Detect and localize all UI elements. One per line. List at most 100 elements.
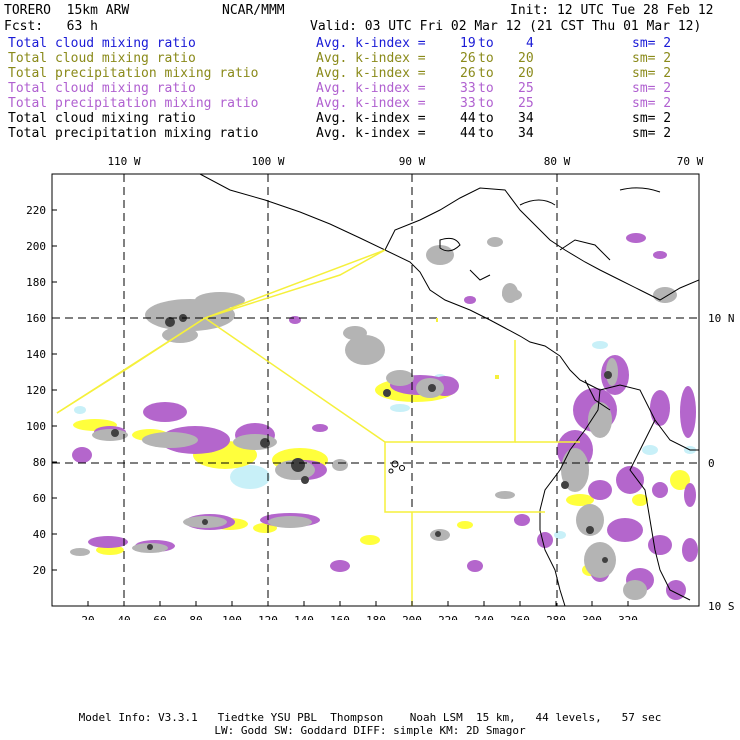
- y-tick-label: 140: [26, 348, 46, 361]
- y-tick-label: 120: [26, 384, 46, 397]
- legend-k2: 25: [518, 81, 534, 96]
- legend-field: Total cloud mixing ratio: [8, 51, 196, 66]
- y-tick-label: 180: [26, 276, 46, 289]
- lat-label: 10 S: [708, 600, 735, 613]
- legend-k1: 44: [460, 126, 476, 141]
- forecast-hour: Fcst: 63 h: [4, 19, 98, 34]
- x-tick-label: 140: [294, 614, 314, 620]
- x-tick-label: 180: [366, 614, 386, 620]
- y-tick-label: 80: [33, 456, 46, 469]
- legend-field: Total precipitation mixing ratio: [8, 96, 259, 111]
- x-tick-label: 40: [117, 614, 130, 620]
- x-tick-label: 240: [474, 614, 494, 620]
- x-tick-label: 300: [582, 614, 602, 620]
- legend-avg: Avg. k-index =: [316, 51, 426, 66]
- footer-physics-info: LW: Godd SW: Goddard DIFF: simple KM: 2D…: [214, 724, 526, 737]
- longitude-labels: 110 W 100 W 90 W 80 W 70 W: [107, 155, 703, 168]
- field-layers: [70, 233, 698, 600]
- legend-row: Total precipitation mixing ratio Avg. k-i…: [8, 66, 733, 81]
- domain-boxes: [56, 249, 580, 606]
- legend-sm: sm= 2: [632, 66, 672, 81]
- y-tick-label: 220: [26, 204, 46, 217]
- legend-k2: 20: [518, 66, 534, 81]
- legend-k2: 34: [518, 111, 534, 126]
- legend-row: Total cloud mixing ratio Avg. k-index = 19…: [8, 36, 733, 51]
- legend-avg: Avg. k-index =: [316, 66, 426, 81]
- x-tick-label: 220: [438, 614, 458, 620]
- lon-label: 100 W: [251, 155, 284, 168]
- yellow-marks: [436, 318, 499, 379]
- x-tick-label: 280: [546, 614, 566, 620]
- legend-avg: Avg. k-index =: [316, 126, 426, 141]
- legend-k1: 33: [460, 96, 476, 111]
- legend-to: to: [478, 51, 494, 66]
- legend-row: Total cloud mixing ratio Avg. k-index = 44…: [8, 111, 733, 126]
- lon-label: 90 W: [399, 155, 426, 168]
- legend-field: Total cloud mixing ratio: [8, 36, 196, 51]
- legend-row: Total cloud mixing ratio Avg. k-index = 26…: [8, 51, 733, 66]
- legend-row: Total precipitation mixing ratio Avg. k-i…: [8, 126, 733, 141]
- legend-to: to: [478, 126, 494, 141]
- legend-sm: sm= 2: [632, 111, 672, 126]
- legend-k1: 33: [460, 81, 476, 96]
- legend-k2: 4: [526, 36, 534, 51]
- lon-label: 110 W: [107, 155, 140, 168]
- y-tick-label: 20: [33, 564, 46, 577]
- x-tick-label: 20: [81, 614, 94, 620]
- coastlines: [199, 174, 699, 606]
- legend-to: to: [478, 96, 494, 111]
- legend-to: to: [478, 81, 494, 96]
- legend-k1: 26: [460, 51, 476, 66]
- y-tick-label: 100: [26, 420, 46, 433]
- legend-row: Total cloud mixing ratio Avg. k-index = 33…: [8, 81, 733, 96]
- x-tick-label: 320: [618, 614, 638, 620]
- legend-avg: Avg. k-index =: [316, 96, 426, 111]
- init-time: Init: 12 UTC Tue 28 Feb 12: [510, 3, 714, 18]
- y-axis-ticks: 220 200 180 160 140 120 100 80 60 40 20: [26, 204, 57, 577]
- legend-field: Total cloud mixing ratio: [8, 81, 196, 96]
- model-name: TORERO 15km ARW: [4, 3, 130, 18]
- lon-label: 70 W: [677, 155, 704, 168]
- legend-sm: sm= 2: [632, 81, 672, 96]
- legend-k1: 26: [460, 66, 476, 81]
- org-name: NCAR/MMM: [222, 3, 285, 18]
- legend-k2: 34: [518, 126, 534, 141]
- lat-label: 0: [708, 457, 715, 470]
- legend-field: Total precipitation mixing ratio: [8, 66, 259, 81]
- legend-k1: 44: [460, 111, 476, 126]
- x-axis-ticks: 20 40 60 80 100 120 140 160 180 200 220 240 260 280 30…: [81, 601, 638, 620]
- footer-model-info: Model Info: V3.3.1 Tiedtke YSU PBL Thomp…: [78, 711, 662, 724]
- y-tick-label: 60: [33, 492, 46, 505]
- x-tick-label: 160: [330, 614, 350, 620]
- legend-field: Total cloud mixing ratio: [8, 111, 196, 126]
- legend-to: to: [478, 111, 494, 126]
- legend-sm: sm= 2: [632, 51, 672, 66]
- latitude-labels: 10 N 0 10 S: [708, 312, 735, 613]
- legend-sm: sm= 2: [632, 96, 672, 111]
- legend-avg: Avg. k-index =: [316, 81, 426, 96]
- legend-k2: 25: [518, 96, 534, 111]
- legend-k1: 19: [460, 36, 476, 51]
- lat-lon-grid: [52, 174, 699, 606]
- legend-to: to: [478, 36, 494, 51]
- y-tick-label: 160: [26, 312, 46, 325]
- legend-field: Total precipitation mixing ratio: [8, 126, 259, 141]
- legend-sm: sm= 2: [632, 126, 672, 141]
- map-panel: 110 W 100 W 90 W 80 W 70 W 10 N 0 10 S 220 200 1…: [26, 155, 735, 620]
- x-tick-label: 120: [258, 614, 278, 620]
- y-tick-label: 40: [33, 528, 46, 541]
- lat-label: 10 N: [708, 312, 735, 325]
- legend-avg: Avg. k-index =: [316, 111, 426, 126]
- x-tick-label: 200: [402, 614, 422, 620]
- legend-avg: Avg. k-index =: [316, 36, 426, 51]
- valid-time: Valid: 03 UTC Fri 02 Mar 12 (21 CST Thu …: [310, 19, 702, 34]
- dark-cloud-cores: [111, 314, 612, 563]
- lon-label: 80 W: [544, 155, 571, 168]
- x-tick-label: 260: [510, 614, 530, 620]
- y-tick-label: 200: [26, 240, 46, 253]
- x-tick-label: 100: [222, 614, 242, 620]
- galapagos-islands: [388, 460, 405, 474]
- legend-k2: 20: [518, 51, 534, 66]
- legend-row: Total precipitation mixing ratio Avg. k-i…: [8, 96, 733, 111]
- x-tick-label: 80: [189, 614, 202, 620]
